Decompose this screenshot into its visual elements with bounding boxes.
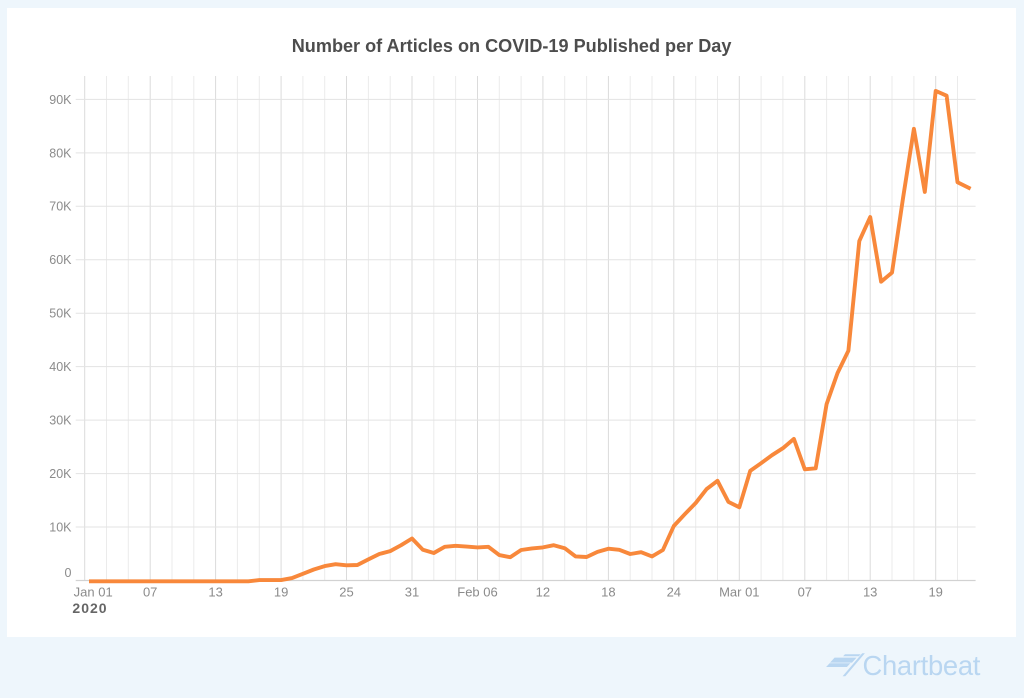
svg-text:40K: 40K — [49, 360, 72, 374]
svg-text:Feb 06: Feb 06 — [457, 585, 497, 600]
svg-text:31: 31 — [405, 585, 419, 600]
svg-text:07: 07 — [798, 585, 812, 600]
svg-text:50K: 50K — [49, 307, 72, 321]
svg-text:Jan 01: Jan 01 — [74, 585, 113, 600]
svg-text:13: 13 — [208, 585, 222, 600]
svg-text:18: 18 — [601, 585, 615, 600]
svg-text:0: 0 — [65, 566, 72, 580]
svg-text:07: 07 — [143, 585, 157, 600]
svg-text:19: 19 — [928, 585, 942, 600]
svg-text:Number of Articles on COVID-19: Number of Articles on COVID-19 Published… — [292, 36, 732, 56]
svg-text:12: 12 — [536, 585, 550, 600]
svg-text:24: 24 — [667, 585, 681, 600]
svg-text:Chartbeat: Chartbeat — [863, 650, 981, 681]
svg-text:20K: 20K — [49, 467, 72, 481]
svg-text:60K: 60K — [49, 253, 72, 267]
svg-text:80K: 80K — [49, 146, 72, 160]
svg-text:30K: 30K — [49, 414, 72, 428]
svg-text:2020: 2020 — [72, 600, 107, 616]
svg-text:10K: 10K — [49, 520, 72, 534]
svg-text:13: 13 — [863, 585, 877, 600]
svg-text:Mar 01: Mar 01 — [719, 585, 759, 600]
svg-text:70K: 70K — [49, 200, 72, 214]
svg-text:90K: 90K — [49, 93, 72, 107]
svg-text:25: 25 — [339, 585, 353, 600]
svg-text:19: 19 — [274, 585, 288, 600]
